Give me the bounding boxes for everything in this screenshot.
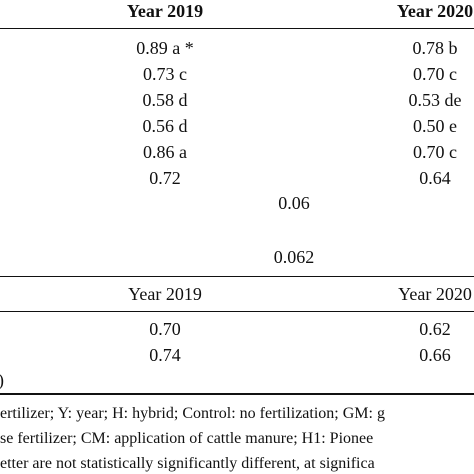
lsd-value: 0.06 (278, 193, 310, 213)
table-cell: 0.70 (149, 319, 181, 339)
table-bottom-rule (0, 393, 474, 395)
lsd-value: 0.062 (273, 247, 315, 267)
row-label-fragment: ) (0, 371, 4, 389)
table-cell: 0.64 (419, 168, 451, 188)
table-cell: 0.66 (419, 345, 451, 365)
table-cell: 0.50 e (413, 116, 457, 136)
header-rule (0, 28, 474, 29)
footnote-line: se fertilizer; CM: application of cattle… (0, 430, 374, 447)
footnote-line: ertilizer; Y: year; H: hybrid; Control: … (0, 405, 385, 422)
table-cell: 0.58 d (142, 90, 188, 110)
footnote-line: etter are not statistically significantl… (0, 455, 375, 472)
col-header-year-2020: Year 2020 (396, 1, 474, 21)
table-cell: 0.89 a * (136, 38, 194, 58)
table-cell: 0.56 d (142, 116, 188, 136)
col-header-year-2020: Year 2020 (398, 284, 472, 304)
table-cell: 0.86 a (143, 142, 187, 162)
table-cell: 0.78 b (412, 38, 458, 58)
table-cell: 0.53 de (408, 90, 462, 110)
table-cell: 0.74 (149, 345, 181, 365)
col-header-year-2019: Year 2019 (128, 284, 202, 304)
table-cell: 0.72 (149, 168, 181, 188)
table-cell: 0.62 (419, 319, 451, 339)
table-cell: 0.70 c (413, 64, 457, 84)
header-rule (0, 311, 474, 312)
col-header-year-2019: Year 2019 (126, 1, 204, 21)
table-cell: 0.73 c (143, 64, 187, 84)
section-rule (0, 276, 474, 277)
table-cell: 0.70 c (413, 142, 457, 162)
